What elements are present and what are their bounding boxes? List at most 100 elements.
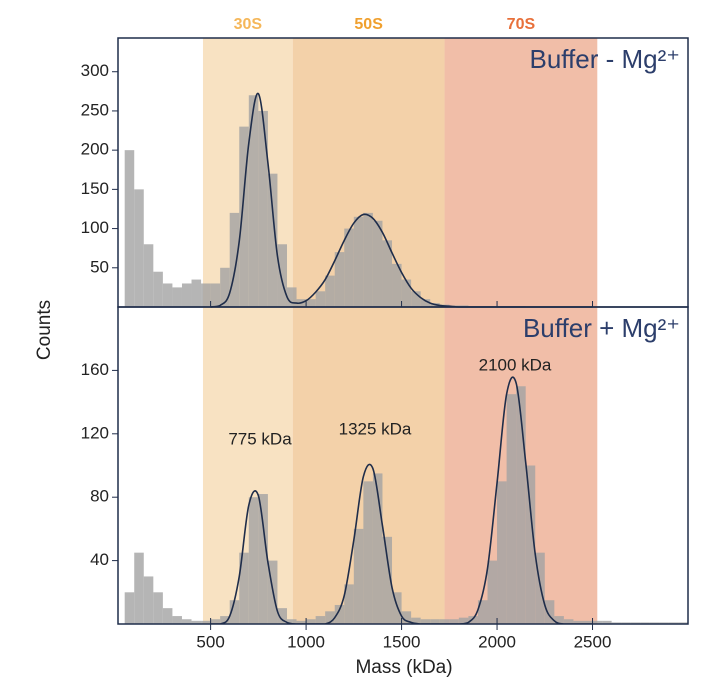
histogram-bar [353, 528, 364, 624]
histogram-bar [420, 619, 431, 624]
histogram-bar [239, 552, 249, 624]
histogram-bar [172, 287, 182, 307]
histogram-bar [363, 212, 373, 307]
y-tick-label: 300 [81, 61, 109, 80]
y-tick-label: 40 [90, 550, 109, 569]
histogram-bar [439, 619, 450, 624]
histogram-bar [563, 619, 574, 624]
histogram-bar [143, 576, 154, 624]
histogram-bar [573, 620, 583, 624]
histogram-bar [544, 600, 555, 624]
histogram-bar [191, 279, 202, 307]
histogram-bar [229, 212, 240, 307]
histogram-bar [640, 622, 650, 624]
histogram-bar [392, 592, 402, 624]
histogram-bar [506, 394, 517, 624]
histogram-bar [162, 283, 173, 307]
panel-title: Buffer + Mg²⁺ [523, 313, 680, 343]
histogram-bar [306, 619, 316, 624]
histogram-bar [382, 240, 393, 307]
y-tick-label: 50 [90, 257, 109, 276]
histogram-bar [468, 616, 478, 624]
histogram-bar [334, 252, 345, 307]
histogram-bar [267, 173, 278, 307]
histogram-bar [344, 584, 354, 624]
region-label: 50S [354, 16, 383, 33]
histogram-bar [201, 620, 211, 624]
histogram-bar [344, 228, 354, 307]
histogram-bar [630, 622, 641, 624]
y-tick-label: 120 [81, 423, 109, 442]
y-tick-label: 100 [81, 218, 109, 237]
histogram-bar [353, 216, 364, 307]
histogram-bar [497, 481, 507, 624]
histogram-bar [286, 619, 297, 624]
panel-title: Buffer - Mg²⁺ [529, 44, 680, 74]
y-tick-label: 250 [81, 100, 109, 119]
panel-frame [117, 306, 689, 625]
region-band [202, 38, 293, 624]
histogram-bar [334, 604, 345, 624]
histogram-bar [582, 620, 593, 624]
histogram-bar [248, 95, 259, 307]
histogram-bar [372, 473, 383, 624]
peak-annotation: 2100 kDa [479, 355, 552, 374]
histogram-bar [220, 616, 230, 624]
histogram-bar [306, 299, 316, 307]
y-tick-label: 160 [81, 360, 109, 379]
histogram-bar [430, 619, 440, 624]
peak-annotation: 1325 kDa [339, 419, 412, 438]
histogram-bar [659, 622, 669, 624]
x-tick-label: 2500 [574, 632, 612, 651]
fit-curve [210, 376, 593, 624]
x-tick-label: 500 [196, 632, 224, 651]
y-tick-label: 150 [81, 179, 109, 198]
region-label: 30S [234, 16, 263, 33]
background-layer [202, 38, 598, 624]
region-label: 70S [507, 16, 536, 33]
histogram-bar [411, 291, 421, 307]
histogram-bar [458, 617, 469, 624]
x-tick-label: 1500 [383, 632, 421, 651]
y-tick-label: 80 [90, 487, 109, 506]
histogram-bar [325, 275, 335, 307]
histogram-bar [621, 622, 631, 624]
histogram-bar [134, 189, 144, 307]
histogram-bar [134, 552, 144, 624]
histogram-bar [172, 616, 182, 624]
peak-annotation: 775 kDa [228, 429, 292, 448]
histogram-bar [411, 617, 421, 624]
histogram-bar [611, 622, 622, 624]
histogram-bar [401, 279, 412, 307]
histogram-bar [210, 619, 221, 624]
histogram-bar [649, 622, 660, 624]
histogram-bar [153, 592, 163, 624]
histogram-bar [401, 611, 412, 624]
histogram-bar [124, 592, 135, 624]
histogram-bar [315, 616, 326, 624]
histogram-bar [315, 291, 326, 307]
histogram-bar [487, 560, 498, 624]
histogram-bar [516, 386, 526, 624]
histogram-bar [363, 481, 373, 624]
histogram-bar [286, 287, 297, 307]
histogram-bar [392, 263, 402, 307]
histogram-bar [162, 608, 173, 624]
histogram-bar [277, 244, 287, 307]
histogram-bar [382, 536, 393, 624]
y-tick-label: 200 [81, 140, 109, 159]
histogram-bar [277, 608, 287, 624]
histogram-bar [229, 600, 240, 624]
x-tick-label: 2000 [478, 632, 516, 651]
histogram-bar [258, 494, 268, 624]
histogram-bar [420, 299, 431, 307]
histogram-bar [191, 620, 202, 624]
histogram-bar [668, 622, 679, 624]
histogram-bar [592, 620, 603, 624]
histogram-bar [678, 622, 688, 624]
histogram-bar [181, 619, 192, 624]
histogram-bar [181, 283, 192, 307]
x-tick-label: 1000 [287, 632, 325, 651]
histogram-bar [248, 497, 259, 624]
